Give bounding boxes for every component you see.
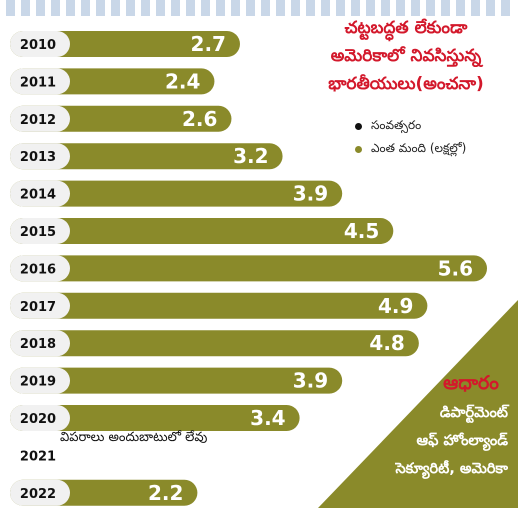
- value-label: 3.2: [233, 144, 268, 168]
- bar: [10, 330, 419, 357]
- value-label: 2.7: [191, 32, 226, 56]
- year-label: 2021: [20, 449, 56, 464]
- value-label: 2.2: [148, 481, 183, 505]
- bar: [10, 180, 343, 207]
- year-label: 2012: [20, 113, 56, 128]
- year-label: 2018: [20, 337, 56, 352]
- year-badge: [10, 143, 70, 170]
- value-label: 2.6: [182, 107, 217, 131]
- legend-label-year: సంవత్సరం: [371, 118, 422, 132]
- value-label: 3.9: [293, 369, 328, 393]
- bar: [10, 367, 343, 394]
- year-label: 2015: [20, 225, 56, 240]
- missing-data-note: విపరాలు అందుబాటులో లేవు: [60, 430, 208, 445]
- year-badge: [10, 367, 70, 394]
- bar: [10, 405, 300, 431]
- value-label: 3.9: [293, 182, 328, 206]
- year-label: 2010: [20, 38, 56, 53]
- value-label: 3.4: [250, 406, 285, 430]
- value-label: 4.8: [369, 331, 404, 355]
- value-label: 4.9: [378, 294, 413, 318]
- legend-item-count: ఎంత మంది (లక్షల్లో): [355, 141, 466, 158]
- year-badge: [10, 292, 70, 319]
- year-badge: [10, 479, 70, 506]
- year-badge: [10, 105, 70, 132]
- year-label: 2014: [20, 188, 56, 203]
- value-label: 4.5: [344, 219, 379, 243]
- year-label: 2022: [20, 487, 56, 502]
- year-badge: [10, 180, 70, 207]
- bar: [10, 218, 394, 244]
- legend-dot-year: [355, 123, 362, 130]
- year-badge: [10, 330, 70, 357]
- value-label: 5.6: [438, 256, 473, 280]
- year-label: 2013: [20, 150, 56, 165]
- value-label: 2.4: [165, 69, 200, 93]
- year-badge: [10, 255, 70, 282]
- year-label: 2011: [20, 75, 56, 90]
- bar: [10, 143, 283, 170]
- year-badge: [10, 405, 70, 431]
- chart-title-line-3: భారతీయులు(అంచనా): [328, 74, 484, 94]
- year-badge: [10, 68, 70, 95]
- year-label: 2019: [20, 375, 56, 390]
- legend-label-count: ఎంత మంది (లక్షల్లో): [371, 141, 467, 155]
- chart-title-line-2: అమెరికాలో నివసిస్తున్న: [330, 46, 482, 66]
- year-badge: [10, 31, 70, 57]
- chart-title-line-1: చట్టబద్ధత లేకుండా: [344, 18, 468, 38]
- legend-dot-count: [355, 146, 362, 153]
- legend-item-year: సంవత్సరం: [355, 118, 421, 135]
- decorative-header-stripes: [0, 0, 518, 22]
- year-badge: [10, 218, 70, 244]
- year-label: 2016: [20, 262, 56, 277]
- bar: [10, 292, 428, 319]
- bar: [10, 255, 487, 282]
- year-label: 2017: [20, 300, 56, 315]
- year-label: 2020: [20, 412, 56, 427]
